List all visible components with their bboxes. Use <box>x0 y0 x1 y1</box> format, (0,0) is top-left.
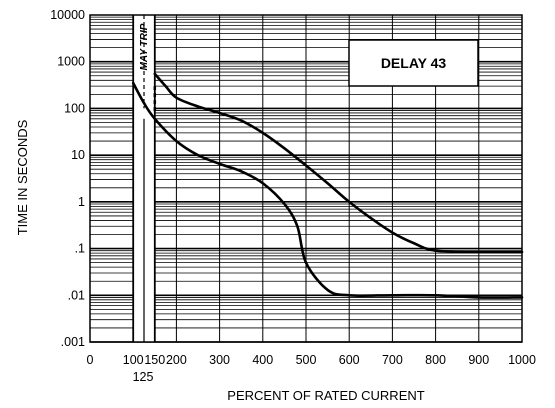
y-tick: .001 <box>61 335 85 349</box>
curve-lower <box>131 81 524 299</box>
may-trip-band: MAY TRIP <box>132 15 157 342</box>
legend: DELAY 43 <box>348 39 479 87</box>
y-tick: 10000 <box>50 8 85 22</box>
x-tick-400: 400 <box>252 353 273 367</box>
y-tick: .01 <box>68 288 85 302</box>
y-tick: 100 <box>64 101 85 115</box>
legend-text: DELAY 43 <box>381 55 447 71</box>
y-axis-label: TIME IN SECONDS <box>15 119 30 235</box>
legend-box <box>348 39 479 87</box>
x-tick-500: 500 <box>296 353 317 367</box>
x-tick-labels: 0 100 150 200 300 400 500 600 700 800 900 1000 125 <box>87 353 536 384</box>
curve-upper <box>153 72 524 254</box>
curves <box>131 72 524 299</box>
plot-frame <box>89 14 523 343</box>
x-tick-600: 600 <box>339 353 360 367</box>
x-tick-900: 900 <box>468 353 489 367</box>
y-tick-labels: 10000 1000 100 10 1 .1 .01 .001 <box>50 8 85 349</box>
x-tick-125: 125 <box>133 370 154 384</box>
x-tick-0: 0 <box>87 353 94 367</box>
y-tick: 1 <box>78 195 85 209</box>
may-trip-label: MAY TRIP <box>139 23 150 70</box>
x-tick-100: 100 <box>123 353 144 367</box>
y-tick: 1000 <box>57 55 85 69</box>
x-tick-800: 800 <box>425 353 446 367</box>
y-tick: 10 <box>71 148 85 162</box>
x-tick-150: 150 <box>144 353 165 367</box>
x-tick-700: 700 <box>382 353 403 367</box>
x-axis-label: PERCENT OF RATED CURRENT <box>227 388 424 403</box>
x-tick-200: 200 <box>166 353 187 367</box>
x-tick-1000: 1000 <box>508 353 536 367</box>
y-tick: .1 <box>75 242 85 256</box>
x-tick-300: 300 <box>209 353 230 367</box>
